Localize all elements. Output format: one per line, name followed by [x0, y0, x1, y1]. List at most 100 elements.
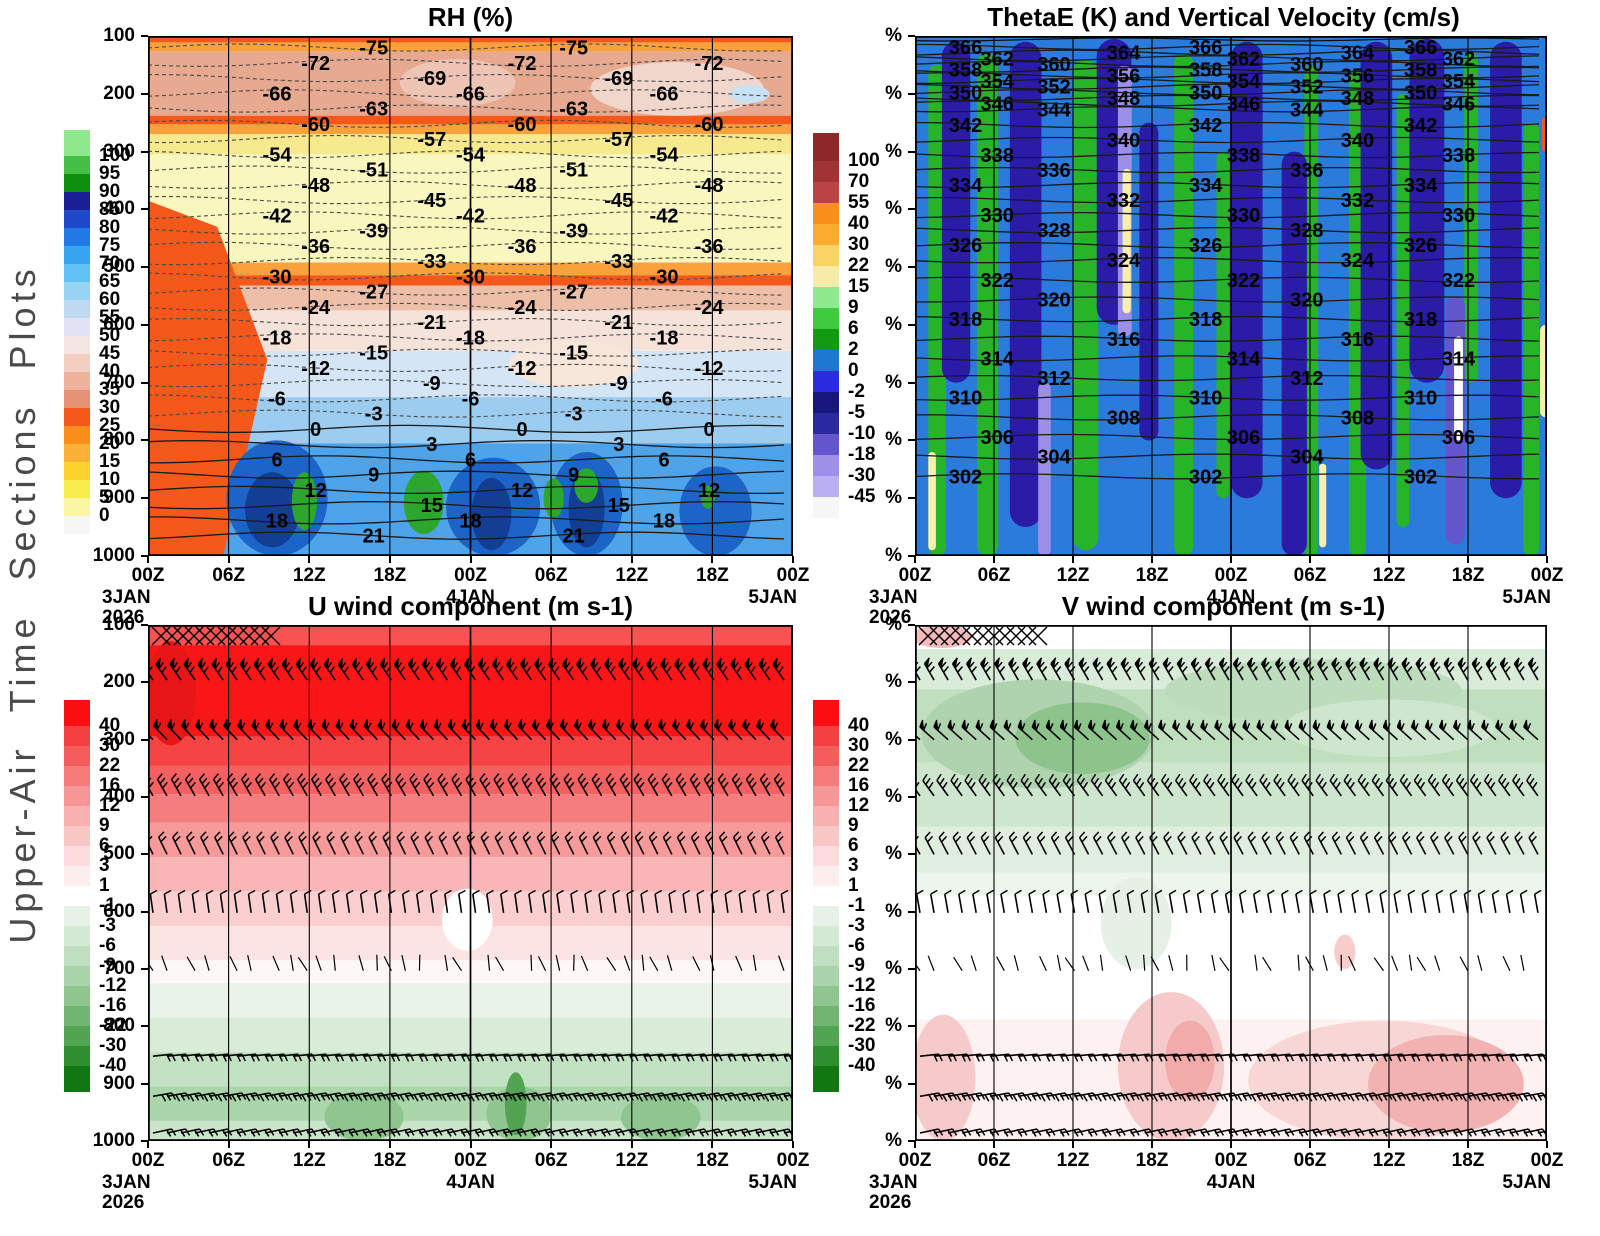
barb-feather — [961, 719, 966, 728]
v-wind-panel-title: V wind component (m s-1) — [1061, 591, 1386, 621]
contour-label: -42 — [263, 205, 292, 227]
barb-feather — [311, 1092, 317, 1100]
barb-feather — [721, 835, 728, 843]
barb-staff — [1135, 837, 1146, 855]
plot-border — [148, 36, 793, 556]
y-tick-label: % — [885, 1015, 902, 1037]
barb-pennant — [310, 657, 315, 670]
barb-feather — [1259, 773, 1265, 781]
barb-staff — [915, 787, 921, 797]
barb-feather — [626, 889, 635, 895]
barb-feather — [1359, 657, 1366, 665]
barb-feather — [719, 831, 726, 838]
colorbar-swatch — [813, 966, 839, 986]
barb-feather — [508, 831, 515, 838]
x-tick-mark — [469, 1141, 472, 1148]
colorbar-swatch — [64, 726, 90, 746]
barb-feather — [215, 777, 222, 785]
barb-staff — [247, 954, 252, 971]
barb-staff — [317, 893, 323, 913]
barb-pennant — [1247, 657, 1253, 669]
wind-barb — [783, 1093, 793, 1098]
x-tick-mark — [308, 1141, 311, 1148]
barb-feather — [156, 773, 163, 780]
barb-staff — [265, 1053, 285, 1057]
contour-label: 12 — [511, 480, 533, 502]
barb-feather — [1444, 777, 1451, 785]
barb-feather — [354, 831, 361, 838]
contour-line — [915, 296, 1540, 303]
wind-barb — [1413, 773, 1427, 797]
barb-feather — [1134, 657, 1141, 665]
barb-feather — [1223, 666, 1230, 673]
contour-label: 346 — [1442, 94, 1475, 116]
barb-feather — [1234, 777, 1240, 785]
barb-staff — [261, 893, 266, 913]
colorbar-swatch — [64, 1026, 90, 1046]
barb-staff — [349, 1128, 369, 1134]
barb-feather — [1220, 777, 1226, 785]
fill-region — [590, 62, 764, 116]
barb-staff — [321, 1128, 341, 1134]
wind-barb — [429, 889, 438, 913]
barb-feather — [1090, 773, 1097, 781]
barb-pennant — [618, 657, 624, 670]
wind-barb — [376, 954, 378, 971]
barb-feather — [1093, 777, 1100, 785]
barb-feather — [479, 1092, 485, 1100]
barb-feather — [699, 718, 705, 727]
wind-barb — [647, 773, 659, 797]
barb-staff — [433, 1128, 453, 1134]
y-tick-label: 700 — [103, 371, 135, 393]
barb-feather — [342, 835, 349, 843]
barb-pennant — [1345, 657, 1351, 669]
fill-region — [679, 466, 752, 556]
wind-barb — [671, 1092, 695, 1102]
barb-pennant — [1289, 657, 1295, 669]
barb-feather — [1232, 657, 1239, 665]
y-tick-label: % — [885, 198, 902, 220]
barb-staff — [152, 1128, 172, 1134]
x-tick-mark — [308, 556, 311, 563]
wind-barb — [696, 889, 705, 913]
wind-barb — [267, 657, 280, 681]
barb-feather — [1221, 835, 1228, 843]
contour-label: 330 — [981, 205, 1014, 227]
barb-pennant — [506, 657, 512, 670]
barb-feather — [402, 889, 410, 895]
barb-feather — [1079, 777, 1086, 785]
barb-feather — [586, 1093, 592, 1101]
barb-feather — [511, 1094, 517, 1102]
barb-feather — [481, 777, 488, 785]
barb-feather — [1413, 773, 1420, 781]
barb-feather — [717, 1092, 723, 1100]
barb-feather — [582, 781, 589, 789]
wind-barb — [1135, 831, 1146, 855]
wind-barb — [1424, 719, 1441, 741]
barb-feather — [382, 831, 389, 838]
wind-barb — [1064, 657, 1076, 681]
wind-barb — [491, 657, 505, 681]
barb-feather — [363, 718, 369, 727]
contour-label: 334 — [949, 175, 983, 197]
barb-feather — [605, 773, 612, 780]
barb-pennant — [392, 718, 397, 731]
wind-barb — [606, 831, 617, 855]
wind-barb — [1132, 773, 1146, 797]
barb-pennant — [184, 657, 189, 670]
barb-pennant — [1214, 719, 1220, 731]
barb-feather — [1079, 831, 1086, 839]
barb-feather — [313, 777, 320, 785]
contour-label: 18 — [459, 510, 481, 532]
barb-feather — [160, 835, 167, 843]
thetae-x-axis: 00Z 06Z 12Z 18Z 00Z 06Z 12Z 18Z 00Z 3JAN 2026 4JAN 5… — [869, 556, 1563, 636]
barb-feather — [376, 1093, 382, 1101]
barb-staff — [966, 837, 977, 855]
thetae-y-axis: %%%%%%%%%% — [859, 25, 915, 566]
y-tick-mark — [908, 853, 915, 856]
wind-barb — [549, 773, 561, 797]
barb-staff — [500, 893, 505, 913]
barb-pennant — [756, 718, 761, 731]
contour-label: 358 — [949, 60, 982, 82]
barb-feather — [1092, 657, 1099, 665]
